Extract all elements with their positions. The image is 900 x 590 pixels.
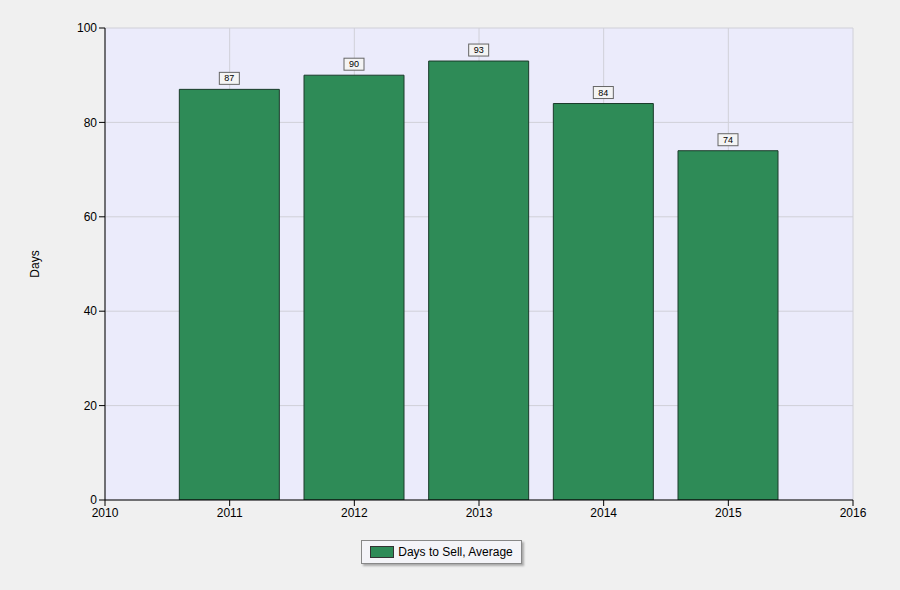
svg-text:2015: 2015 [715,506,742,520]
svg-text:74: 74 [723,135,733,145]
svg-text:2012: 2012 [341,506,368,520]
svg-text:100: 100 [77,21,97,35]
svg-text:84: 84 [598,88,608,98]
svg-text:40: 40 [84,304,98,318]
svg-text:2016: 2016 [840,506,867,520]
svg-text:80: 80 [84,116,98,130]
svg-text:87: 87 [224,73,234,83]
svg-text:Days: Days [28,250,42,277]
svg-text:2011: 2011 [217,506,243,520]
html-text:Days to Sell, Average: Days to Sell, Average [398,545,513,559]
svg-text:60: 60 [84,210,98,224]
svg-text:20: 20 [84,399,98,413]
svg-text:2014: 2014 [590,506,617,520]
svg-text:2013: 2013 [466,506,493,520]
svg-text:0: 0 [90,493,97,507]
svg-text:93: 93 [474,45,484,55]
svg-text:90: 90 [349,59,359,69]
svg-text:2010: 2010 [92,506,119,520]
